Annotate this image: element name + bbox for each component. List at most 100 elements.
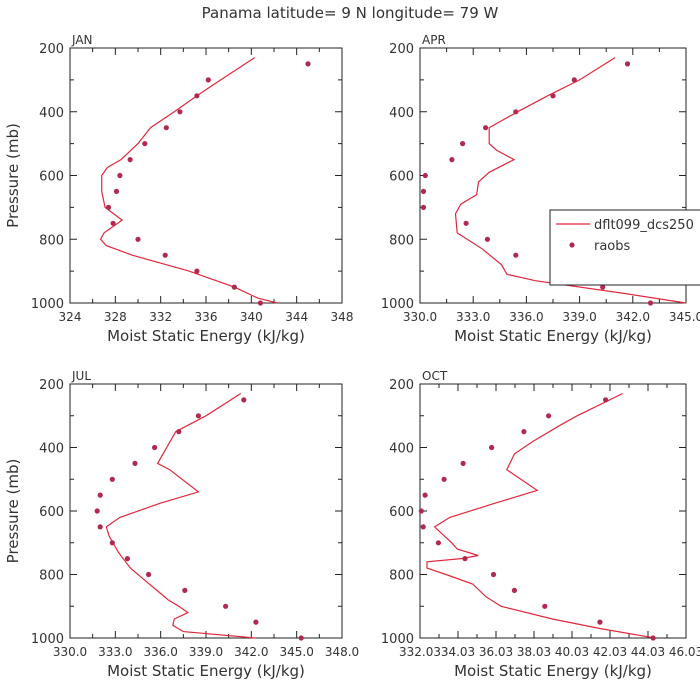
raob-point [603,397,609,403]
raob-point [257,300,263,306]
raob-point [418,508,424,514]
raob-point [489,444,495,451]
plot-frame [69,383,343,639]
raob-point [600,284,606,290]
raob-point [484,236,490,242]
x-tick-label: 333.0 [98,645,132,659]
raob-point [521,429,527,435]
raob-point [132,460,138,466]
panel-label: OCT [422,369,448,383]
raob-point [127,157,133,163]
y-tick-label: 200 [389,378,414,393]
raob-point [460,460,466,466]
x-tick-label: 330.0 [403,310,437,324]
raob-point [511,587,517,594]
raob-point [597,619,603,625]
y-tick-label: 800 [389,569,414,584]
model-profile-line [454,57,687,304]
raob-point [647,300,654,306]
x-tick-label: 46.03 [669,645,700,659]
x-tick-label: 328 [104,310,127,324]
y-axis-label: Pressure (mb) [4,459,22,564]
raob-point [624,61,631,67]
raob-point [422,172,428,179]
x-tick-label: 340 [240,310,263,324]
y-tick-label: 400 [39,442,64,457]
y-tick-label: 600 [389,505,414,520]
y-tick-label: 400 [39,106,64,121]
raob-point [97,492,103,498]
raob-point [513,252,519,258]
y-tick-label: 400 [389,106,414,121]
raob-point [162,252,168,258]
raob-point [109,540,115,546]
raob-point [483,125,489,131]
x-tick-label: 336.0 [509,310,543,324]
raob-point [182,587,188,594]
x-axis-label: Moist Static Energy (kJ/kg) [107,662,305,680]
raob-point [113,188,120,194]
raob-point [420,524,426,530]
raob-point [109,476,115,482]
y-tick-label: 600 [39,170,64,185]
plot-frame [69,47,343,304]
plot-frame [419,383,687,639]
x-tick-label: 345.0 [669,310,700,324]
y-tick-label: 600 [389,170,414,185]
x-tick-label: 36.03 [479,645,513,659]
x-tick-label: 330.0 [53,645,87,659]
model-profile-line [99,57,278,304]
raob-point [152,444,158,451]
x-tick-label: 342.0 [616,310,650,324]
y-tick-label: 200 [39,378,64,393]
raob-point [460,141,466,147]
y-tick-label: 800 [39,569,64,584]
x-tick-label: 336.0 [143,645,177,659]
panel-label: APR [422,33,446,47]
legend: dflt099_dcs250 raobs [549,209,700,286]
legend-model-label: dflt099_dcs250 [594,218,694,233]
raob-point [231,284,237,290]
raob-point [110,220,116,226]
legend-box [549,209,700,286]
model-profile-line [426,392,656,639]
raob-point [462,556,468,562]
raob-point [205,77,211,83]
raob-point [420,204,427,210]
y-tick-label: 400 [389,442,414,457]
raob-point [305,61,311,67]
x-tick-label: 324 [59,310,82,324]
legend-obs-label: raobs [594,239,631,254]
x-axis-label: Moist Static Energy (kJ/kg) [107,327,305,345]
y-tick-label: 200 [389,42,414,57]
raob-point [135,236,141,242]
y-tick-label: 1000 [31,632,64,647]
x-tick-label: 40.03 [555,645,589,659]
panel-label: JUL [71,369,91,383]
x-tick-label: 34.03 [441,645,475,659]
model-profile-line [105,392,256,639]
x-tick-label: 44.03 [631,645,665,659]
x-tick-label: 332 [149,310,172,324]
y-axis-label: Pressure (mb) [4,123,22,228]
raob-point [195,413,201,419]
y-tick-label: 600 [39,505,64,520]
panel-label: JAN [71,33,93,47]
raob-point [542,603,548,609]
y-tick-label: 800 [39,233,64,248]
raob-point [571,77,577,83]
raob-point [97,524,103,530]
y-tick-label: 1000 [31,297,64,312]
raob-point [298,635,304,641]
raob-point [94,508,100,514]
x-tick-label: 339.0 [562,310,596,324]
y-tick-label: 1000 [381,632,414,647]
x-tick-label: 342.0 [234,645,268,659]
figure-title: Panama latitude= 9 N longitude= 79 W [202,4,499,22]
raob-point [513,109,519,115]
